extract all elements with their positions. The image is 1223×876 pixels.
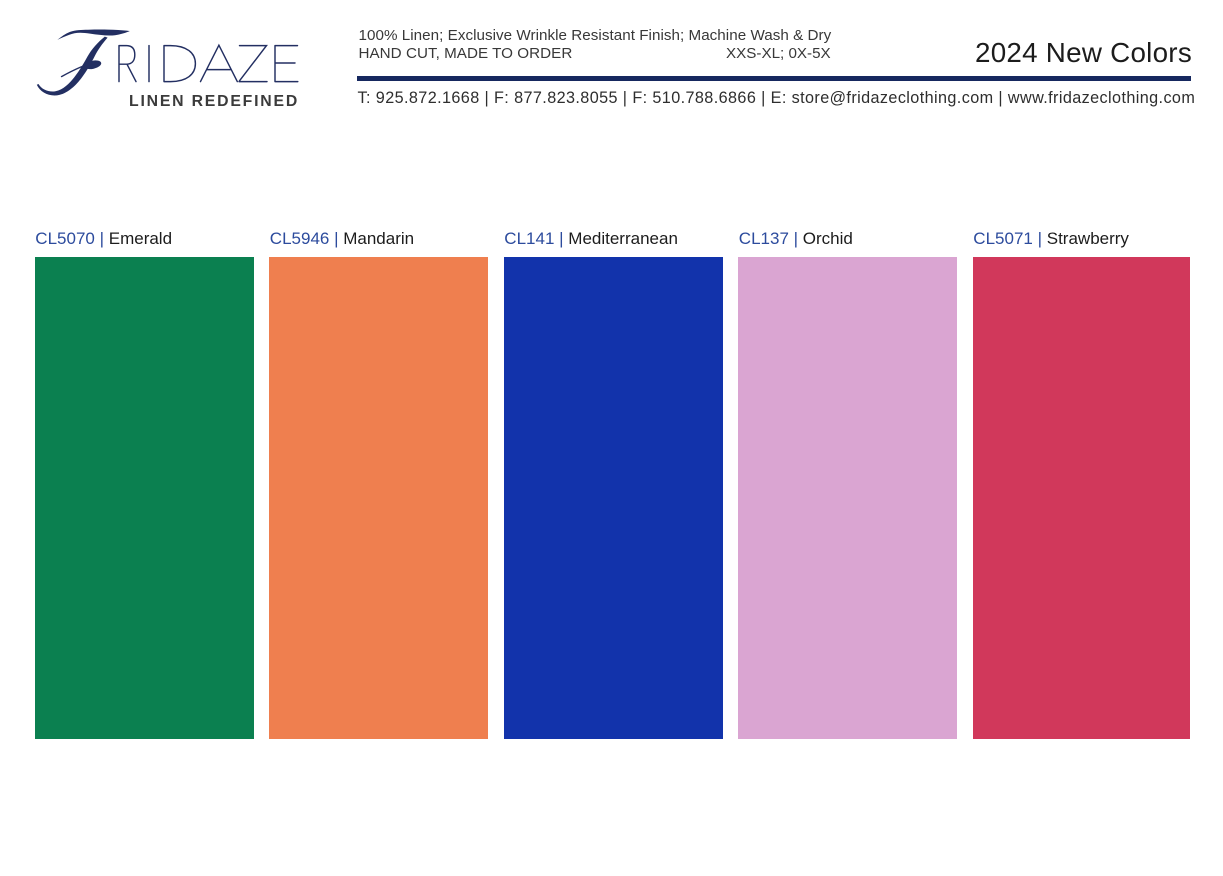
svg-text:LINEN REDEFINED: LINEN REDEFINED [129,93,299,110]
